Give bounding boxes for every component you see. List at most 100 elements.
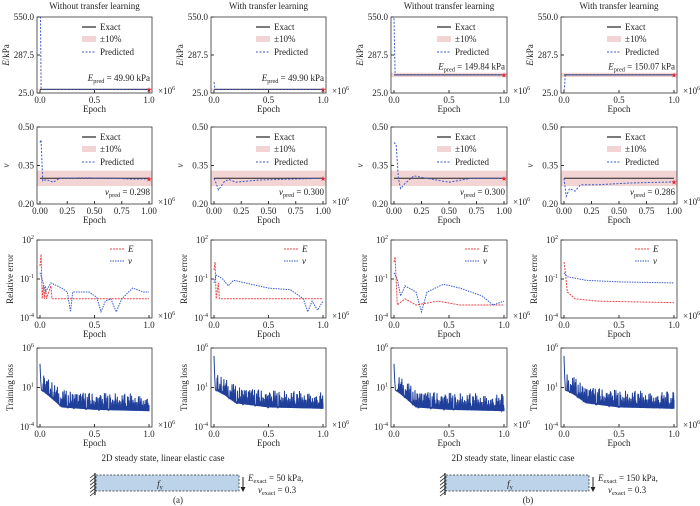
x-multiplier: ×106 [683,311,700,321]
predicted-value-annotation: Epred = 49.90 kPa [87,73,150,85]
subplot-loss-2: 0.0 0.5 1.0 10-4 101 106 Epoch ×106 Training los… [359,343,530,448]
x-tick-label: 1.0 [498,429,510,439]
y-axis-label: Training loss [5,364,15,411]
y-tick-label: 287.5 [14,50,35,60]
final-value-star: ★ [146,86,152,94]
y-tick-label: 0.50 [192,122,208,132]
x-tick-label: 1.0 [143,95,155,105]
subplot-nu-3: ★ Exact ±10% Predicted νpred = 0.286 0.00 0.25… [525,122,700,225]
legend-band: ±10% [455,144,477,154]
y-tick-label: 10-1 [544,274,558,284]
legend-exact: Exact [455,22,476,32]
y-axis-label: Relative error [5,254,15,304]
x-tick-label: 0.00 [386,206,402,216]
y-tick-label: 0.35 [372,161,388,171]
legend-band: ±10% [625,34,647,44]
wall-hatch [439,484,446,490]
x-tick-label: 0.0 [388,95,400,105]
wall-hatch [439,488,446,493]
predicted-line [563,178,675,199]
x-axis-label: Epoch [438,438,461,448]
predicted-value-annotation: Epred = 49.90 kPa [261,73,324,85]
E-error-line [563,262,675,304]
subplot-nu-2: ★ Exact ±10% Predicted νpred = 0.300 0.00 0.25… [355,122,530,225]
legend-nu: ν [128,256,132,266]
y-tick-label: 0.50 [18,122,34,132]
legend-nu: ν [483,256,487,266]
predicted-line [39,139,150,183]
case-title: 2D steady state, linear elastic case [102,453,225,463]
column-title: With transfer learning [579,1,659,11]
exact-E: Eexact = 50 kPa, [247,473,303,485]
x-tick-label: 0.50 [611,206,627,216]
final-value-star: ★ [146,175,152,183]
y-tick-label: 550.0 [538,12,559,22]
predicted-line [213,82,323,90]
x-multiplier: ×106 [513,86,530,96]
x-axis-label: Epoch [608,104,631,114]
final-value-star: ★ [501,71,507,79]
beam [445,474,590,492]
x-tick-label: 1.0 [317,429,329,439]
legend-exact: Exact [625,132,646,142]
x-axis-label: Epoch [257,438,280,448]
x-tick-label: 1.0 [498,95,510,105]
case-diagram-1: 2D steady state, linear elastic case fy E… [439,453,658,505]
y-tick-label: 25.0 [192,88,208,98]
y-tick-label: 550.0 [14,12,35,22]
x-multiplier: ×106 [158,420,175,430]
y-tick-label: 10-4 [374,313,388,323]
x-tick-label: 1.00 [315,206,331,216]
x-multiplier: ×106 [332,420,349,430]
legend-band: ±10% [100,34,122,44]
wall-hatch [89,473,96,479]
x-tick-label: 0.50 [87,206,103,216]
subplot-loss-0: 0.0 0.5 1.0 10-4 101 106 Epoch ×106 Training los… [5,343,175,448]
legend-predicted: Predicted [455,47,489,57]
final-value-star: ★ [671,71,677,79]
wall-hatch [89,491,96,497]
E-error-line [213,262,323,300]
legend-E: E [482,244,489,254]
y-tick-label: 0.20 [542,199,558,209]
x-tick-label: 0.0 [34,95,46,105]
subplot-err-3: Eν 0.0 0.5 1.0 10-4 10-1 102 Epoch ×106 Relative … [529,235,700,339]
y-tick-label: 106 [546,343,558,353]
y-axis-label: Relative error [529,254,539,304]
x-axis-label: Epoch [438,215,461,225]
y-tick-label: 287.5 [368,50,389,60]
x-tick-label: 1.0 [498,320,510,330]
y-tick-label: 0.35 [542,161,558,171]
x-tick-label: 0.75 [288,206,304,216]
nu-error-line [393,272,505,314]
y-tick-label: 10-4 [194,422,208,432]
legend-band-swatch [437,146,451,152]
x-tick-label: 1.00 [141,206,157,216]
panel-caption: (b) [523,495,534,505]
y-axis-label: E/kPa [175,44,185,67]
load-label: fy [157,479,164,491]
x-multiplier: ×106 [513,420,530,430]
legend-E: E [652,244,659,254]
legend-predicted: Predicted [100,47,134,57]
x-tick-label: 0.5 [263,95,275,105]
y-axis-label: ν [175,164,185,168]
y-tick-label: 10-4 [374,422,388,432]
x-axis-label: Epoch [608,215,631,225]
y-tick-label: 25.0 [542,88,558,98]
x-tick-label: 0.5 [443,320,455,330]
column-title: With transfer learning [229,1,309,11]
x-tick-label: 1.0 [143,320,155,330]
x-multiplier: ×106 [513,197,530,207]
y-axis-label: Relative error [359,254,369,304]
x-tick-label: 0.0 [388,429,400,439]
y-tick-label: 106 [376,343,388,353]
exact-nu: νexact = 0.3 [258,485,297,497]
x-tick-label: 0.0 [34,429,46,439]
x-multiplier: ×106 [158,311,175,321]
subplot-err-2: Eν 0.0 0.5 1.0 10-4 10-1 102 Epoch ×106 Relative … [359,235,530,339]
x-multiplier: ×106 [158,197,175,207]
legend-exact: Exact [100,132,121,142]
legend-E: E [127,244,134,254]
x-tick-label: 0.00 [32,206,48,216]
